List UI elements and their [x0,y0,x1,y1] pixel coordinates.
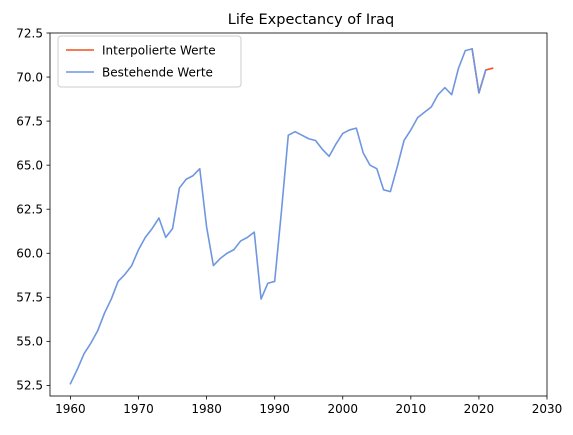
axes-frame [49,32,548,397]
x-tick-label: 2030 [532,402,563,416]
axes-layer: 1960 1970 1980 1990 2000 2010 2020 2030 52.5 55.0… [16,26,562,416]
legend: Interpolierte Werte Bestehende Werte [57,35,242,88]
x-tick-label: 2000 [327,402,358,416]
series-layer [69,47,494,385]
y-tick-label: 62.5 [16,203,43,217]
y-tick-label: 72.5 [16,26,43,40]
x-tick-label: 1970 [123,402,154,416]
y-tick-label: 57.5 [16,291,43,305]
x-tick-label: 2020 [464,402,495,416]
chart-title: Life Expectancy of Iraq [228,12,394,28]
y-tick-label: 65.0 [16,158,43,172]
x-tick-label: 2010 [396,402,427,416]
y-tick-label: 67.5 [16,114,43,128]
y-tick-label: 70.0 [16,70,43,84]
x-tick-label: 1980 [191,402,222,416]
x-tick-label: 1990 [259,402,290,416]
y-tick-label: 60.0 [16,247,43,261]
series-line-bestehende-werte [69,48,487,385]
legend-box [57,35,242,88]
x-tick-label: 1960 [55,402,86,416]
y-tick-label: 55.0 [16,335,43,349]
legend-label-interpolierte-werte: Interpolierte Werte [102,44,216,58]
y-tick-label: 52.5 [16,379,43,393]
legend-label-bestehende-werte: Bestehende Werte [102,66,213,80]
